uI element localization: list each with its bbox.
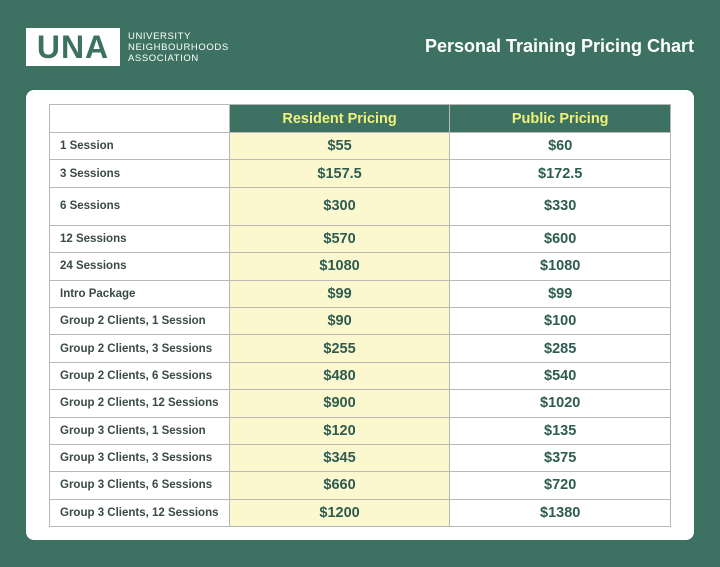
header-resident-pricing: Resident Pricing bbox=[228, 104, 451, 133]
header-blank-cell bbox=[49, 104, 230, 133]
resident-price: $570 bbox=[228, 224, 451, 254]
table-row: Intro Package $99 $99 bbox=[49, 279, 671, 308]
public-price: $330 bbox=[449, 186, 671, 226]
public-price: $540 bbox=[449, 361, 671, 391]
logo-mark: UNA bbox=[26, 28, 120, 66]
resident-price: $255 bbox=[228, 334, 451, 363]
resident-price: $660 bbox=[228, 471, 451, 500]
row-label: 24 Sessions bbox=[49, 252, 230, 281]
page-title: Personal Training Pricing Chart bbox=[424, 36, 694, 56]
public-price: $600 bbox=[449, 224, 671, 254]
resident-price: $480 bbox=[228, 361, 451, 391]
resident-price: $345 bbox=[228, 443, 451, 473]
public-price: $60 bbox=[449, 131, 671, 161]
resident-price: $90 bbox=[228, 306, 451, 336]
table-row: Group 2 Clients, 12 Sessions $900 $1020 bbox=[49, 389, 671, 418]
row-label: 1 Session bbox=[49, 131, 230, 161]
public-price: $100 bbox=[449, 306, 671, 336]
table-row: Group 3 Clients, 12 Sessions $1200 $1380 bbox=[49, 498, 671, 528]
public-price: $1080 bbox=[449, 252, 671, 281]
public-price: $135 bbox=[449, 416, 671, 445]
table-row: Group 3 Clients, 6 Sessions $660 $720 bbox=[49, 471, 671, 500]
table-row: 24 Sessions $1080 $1080 bbox=[49, 252, 671, 281]
table-body: 1 Session $55 $60 3 Sessions $157.5 $172… bbox=[49, 131, 671, 528]
row-label: 6 Sessions bbox=[49, 186, 230, 226]
resident-price: $900 bbox=[228, 389, 451, 418]
logo-line-3: ASSOCIATION bbox=[128, 52, 199, 64]
resident-price: $1080 bbox=[228, 252, 451, 281]
resident-price: $120 bbox=[228, 416, 451, 445]
row-label: Group 2 Clients, 3 Sessions bbox=[49, 334, 230, 363]
table-row: Group 3 Clients, 3 Sessions $345 $375 bbox=[49, 443, 671, 473]
logo-line-2: NEIGHBOURHOODS bbox=[128, 41, 229, 53]
row-label: 3 Sessions bbox=[49, 159, 230, 188]
table-row: Group 2 Clients, 6 Sessions $480 $540 bbox=[49, 361, 671, 391]
table-row: 12 Sessions $570 $600 bbox=[49, 224, 671, 254]
una-logo: UNA UNIVERSITY NEIGHBOURHOODS ASSOCIATIO… bbox=[26, 28, 229, 66]
public-price: $172.5 bbox=[449, 159, 671, 188]
resident-price: $1200 bbox=[228, 498, 451, 528]
resident-price: $99 bbox=[228, 279, 451, 308]
table-row: 3 Sessions $157.5 $172.5 bbox=[49, 159, 671, 188]
public-price: $1020 bbox=[449, 389, 671, 418]
public-price: $285 bbox=[449, 334, 671, 363]
row-label: Group 2 Clients, 6 Sessions bbox=[49, 361, 230, 391]
public-price: $720 bbox=[449, 471, 671, 500]
logo-line-1: UNIVERSITY bbox=[128, 30, 192, 42]
table-row: Group 3 Clients, 1 Session $120 $135 bbox=[49, 416, 671, 445]
pricing-table: Resident Pricing Public Pricing 1 Sessio… bbox=[49, 104, 671, 528]
public-price: $99 bbox=[449, 279, 671, 308]
row-label: Group 3 Clients, 1 Session bbox=[49, 416, 230, 445]
table-header-row: Resident Pricing Public Pricing bbox=[49, 104, 671, 133]
resident-price: $55 bbox=[228, 131, 451, 161]
row-label: Intro Package bbox=[49, 279, 230, 308]
row-label: Group 2 Clients, 12 Sessions bbox=[49, 389, 230, 418]
header-public-pricing: Public Pricing bbox=[449, 104, 671, 133]
table-row: Group 2 Clients, 1 Session $90 $100 bbox=[49, 306, 671, 336]
row-label: Group 3 Clients, 3 Sessions bbox=[49, 443, 230, 473]
pricing-card: Resident Pricing Public Pricing 1 Sessio… bbox=[26, 90, 694, 540]
resident-price: $300 bbox=[228, 186, 451, 226]
resident-price: $157.5 bbox=[228, 159, 451, 188]
table-row: 6 Sessions $300 $330 bbox=[49, 186, 671, 226]
row-label: 12 Sessions bbox=[49, 224, 230, 254]
public-price: $375 bbox=[449, 443, 671, 473]
public-price: $1380 bbox=[449, 498, 671, 528]
row-label: Group 2 Clients, 1 Session bbox=[49, 306, 230, 336]
row-label: Group 3 Clients, 12 Sessions bbox=[49, 498, 230, 528]
logo-wordmark: UNIVERSITY NEIGHBOURHOODS ASSOCIATION bbox=[128, 31, 229, 64]
row-label: Group 3 Clients, 6 Sessions bbox=[49, 471, 230, 500]
table-row: 1 Session $55 $60 bbox=[49, 131, 671, 161]
table-row: Group 2 Clients, 3 Sessions $255 $285 bbox=[49, 334, 671, 363]
logo-mark-text: UNA bbox=[36, 28, 110, 65]
